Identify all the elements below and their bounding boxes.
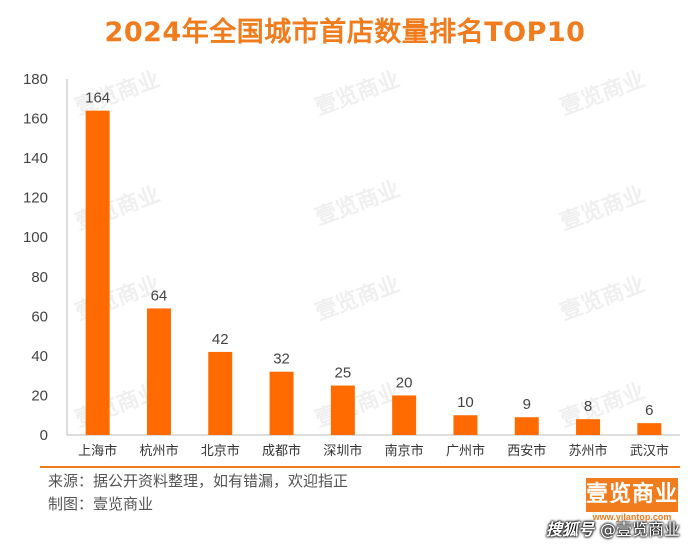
bar xyxy=(269,371,294,435)
bar-value-label: 9 xyxy=(523,396,531,413)
bar xyxy=(453,415,478,435)
source-note: 来源：据公开资料整理，如有错漏，欢迎指正 xyxy=(48,472,349,490)
x-tick-label: 广州市 xyxy=(446,443,485,459)
bar xyxy=(208,351,233,435)
category-labels: 上海市 杭州市 北京市 成都市 深圳市 南京市 广州市 西安市 苏州市 武汉市 xyxy=(78,443,669,459)
watermark-text: 壹览商业 xyxy=(557,66,649,121)
footer-divider xyxy=(40,466,680,468)
credit-handle: @壹览商业 xyxy=(599,520,680,539)
y-tick-label: 120 xyxy=(23,190,48,207)
x-tick-label: 南京市 xyxy=(385,443,424,459)
watermark-text: 壹览商业 xyxy=(312,176,404,231)
watermark-text: 壹览商业 xyxy=(72,181,164,236)
x-tick-label: 成都市 xyxy=(262,443,301,459)
bar-value-label: 25 xyxy=(335,365,352,382)
bar xyxy=(637,423,662,435)
x-tick-label: 上海市 xyxy=(78,443,117,459)
bar-value-label: 8 xyxy=(584,398,592,415)
x-tick-label: 武汉市 xyxy=(630,443,669,459)
bar-value-label: 164 xyxy=(85,90,110,107)
bar xyxy=(514,417,539,435)
bar-value-label: 10 xyxy=(457,394,474,411)
bar-value-label: 6 xyxy=(645,402,653,419)
bar-value-label: 64 xyxy=(151,287,168,304)
platform-name: 搜狐号 xyxy=(545,520,594,539)
y-tick-label: 160 xyxy=(23,111,48,128)
made-by-note: 制图：壹览商业 xyxy=(48,495,154,513)
bars xyxy=(85,110,662,436)
bar xyxy=(146,308,171,435)
x-tick-label: 深圳市 xyxy=(323,443,362,459)
watermark-text: 壹览商业 xyxy=(557,271,649,326)
y-tick-label: 0 xyxy=(40,427,48,444)
y-tick-label: 40 xyxy=(31,348,48,365)
watermark-text: 壹览商业 xyxy=(312,66,404,121)
platform-credit: 搜狐号 @壹览商业 xyxy=(546,516,680,540)
watermark-text: 壹览商业 xyxy=(312,378,404,433)
y-ticks: 0 20 40 60 80 100 120 140 160 180 xyxy=(23,71,48,444)
chart-title: 2024年全国城市首店数量排名TOP10 xyxy=(104,17,586,48)
watermark-text: 壹览商业 xyxy=(557,378,649,433)
bar xyxy=(85,110,110,436)
x-tick-label: 西安市 xyxy=(507,443,546,459)
y-tick-label: 60 xyxy=(31,308,48,325)
bar-value-label: 32 xyxy=(273,351,290,368)
x-tick-label: 苏州市 xyxy=(569,443,608,459)
brand-logo: 壹览商业 xyxy=(586,478,678,512)
brand-site: www.yilantop.com xyxy=(592,512,672,522)
y-tick-label: 80 xyxy=(31,269,48,286)
bar xyxy=(576,419,601,435)
x-tick-label: 北京市 xyxy=(201,443,240,459)
watermark-text: 壹览商业 xyxy=(312,271,404,326)
watermark-text: 壹览商业 xyxy=(557,181,649,236)
bar-value-label: 42 xyxy=(212,331,229,348)
bar-value-label: 20 xyxy=(396,374,413,391)
data-labels: 164 64 42 32 25 20 10 9 8 6 xyxy=(85,90,653,419)
bar xyxy=(330,385,355,435)
y-tick-label: 180 xyxy=(23,71,48,88)
bar xyxy=(392,395,417,435)
y-tick-label: 140 xyxy=(23,150,48,167)
y-tick-label: 100 xyxy=(23,229,48,246)
y-tick-label: 20 xyxy=(31,387,48,404)
x-tick-label: 杭州市 xyxy=(139,443,178,459)
